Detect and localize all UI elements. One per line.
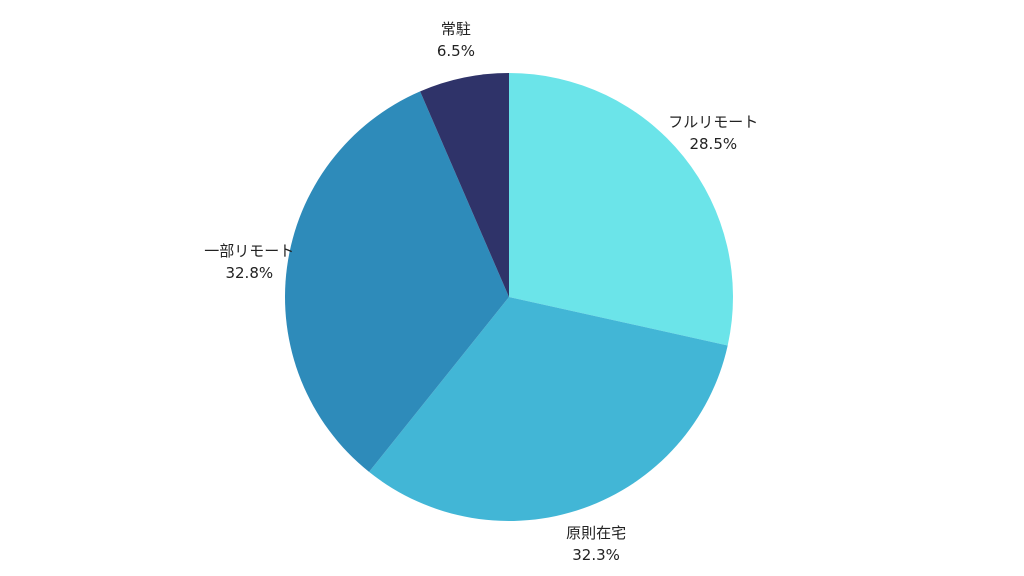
pie-slice (369, 297, 728, 521)
slice-label-full-remote: フルリモート 28.5% (668, 111, 758, 155)
slice-percent: 32.8% (225, 264, 274, 283)
slice-name: 原則在宅 (566, 524, 627, 543)
slice-name: フルリモート (668, 113, 759, 131)
slice-percent: 32.3% (572, 546, 620, 565)
pie-slice (509, 73, 733, 346)
slice-percent: 28.5% (689, 135, 738, 153)
slice-name: 常駐 (440, 20, 471, 39)
pie-slice (420, 73, 509, 297)
slice-name: 一部リモート (204, 242, 295, 261)
pie-slice (285, 91, 509, 472)
slice-label-partial-remote: 一部リモート 32.8% (204, 240, 294, 284)
slice-label-mostly-home: 原則在宅 32.3% (566, 522, 626, 566)
slice-label-onsite: 常駐 6.5% (437, 18, 475, 62)
slice-percent: 6.5% (436, 42, 475, 61)
